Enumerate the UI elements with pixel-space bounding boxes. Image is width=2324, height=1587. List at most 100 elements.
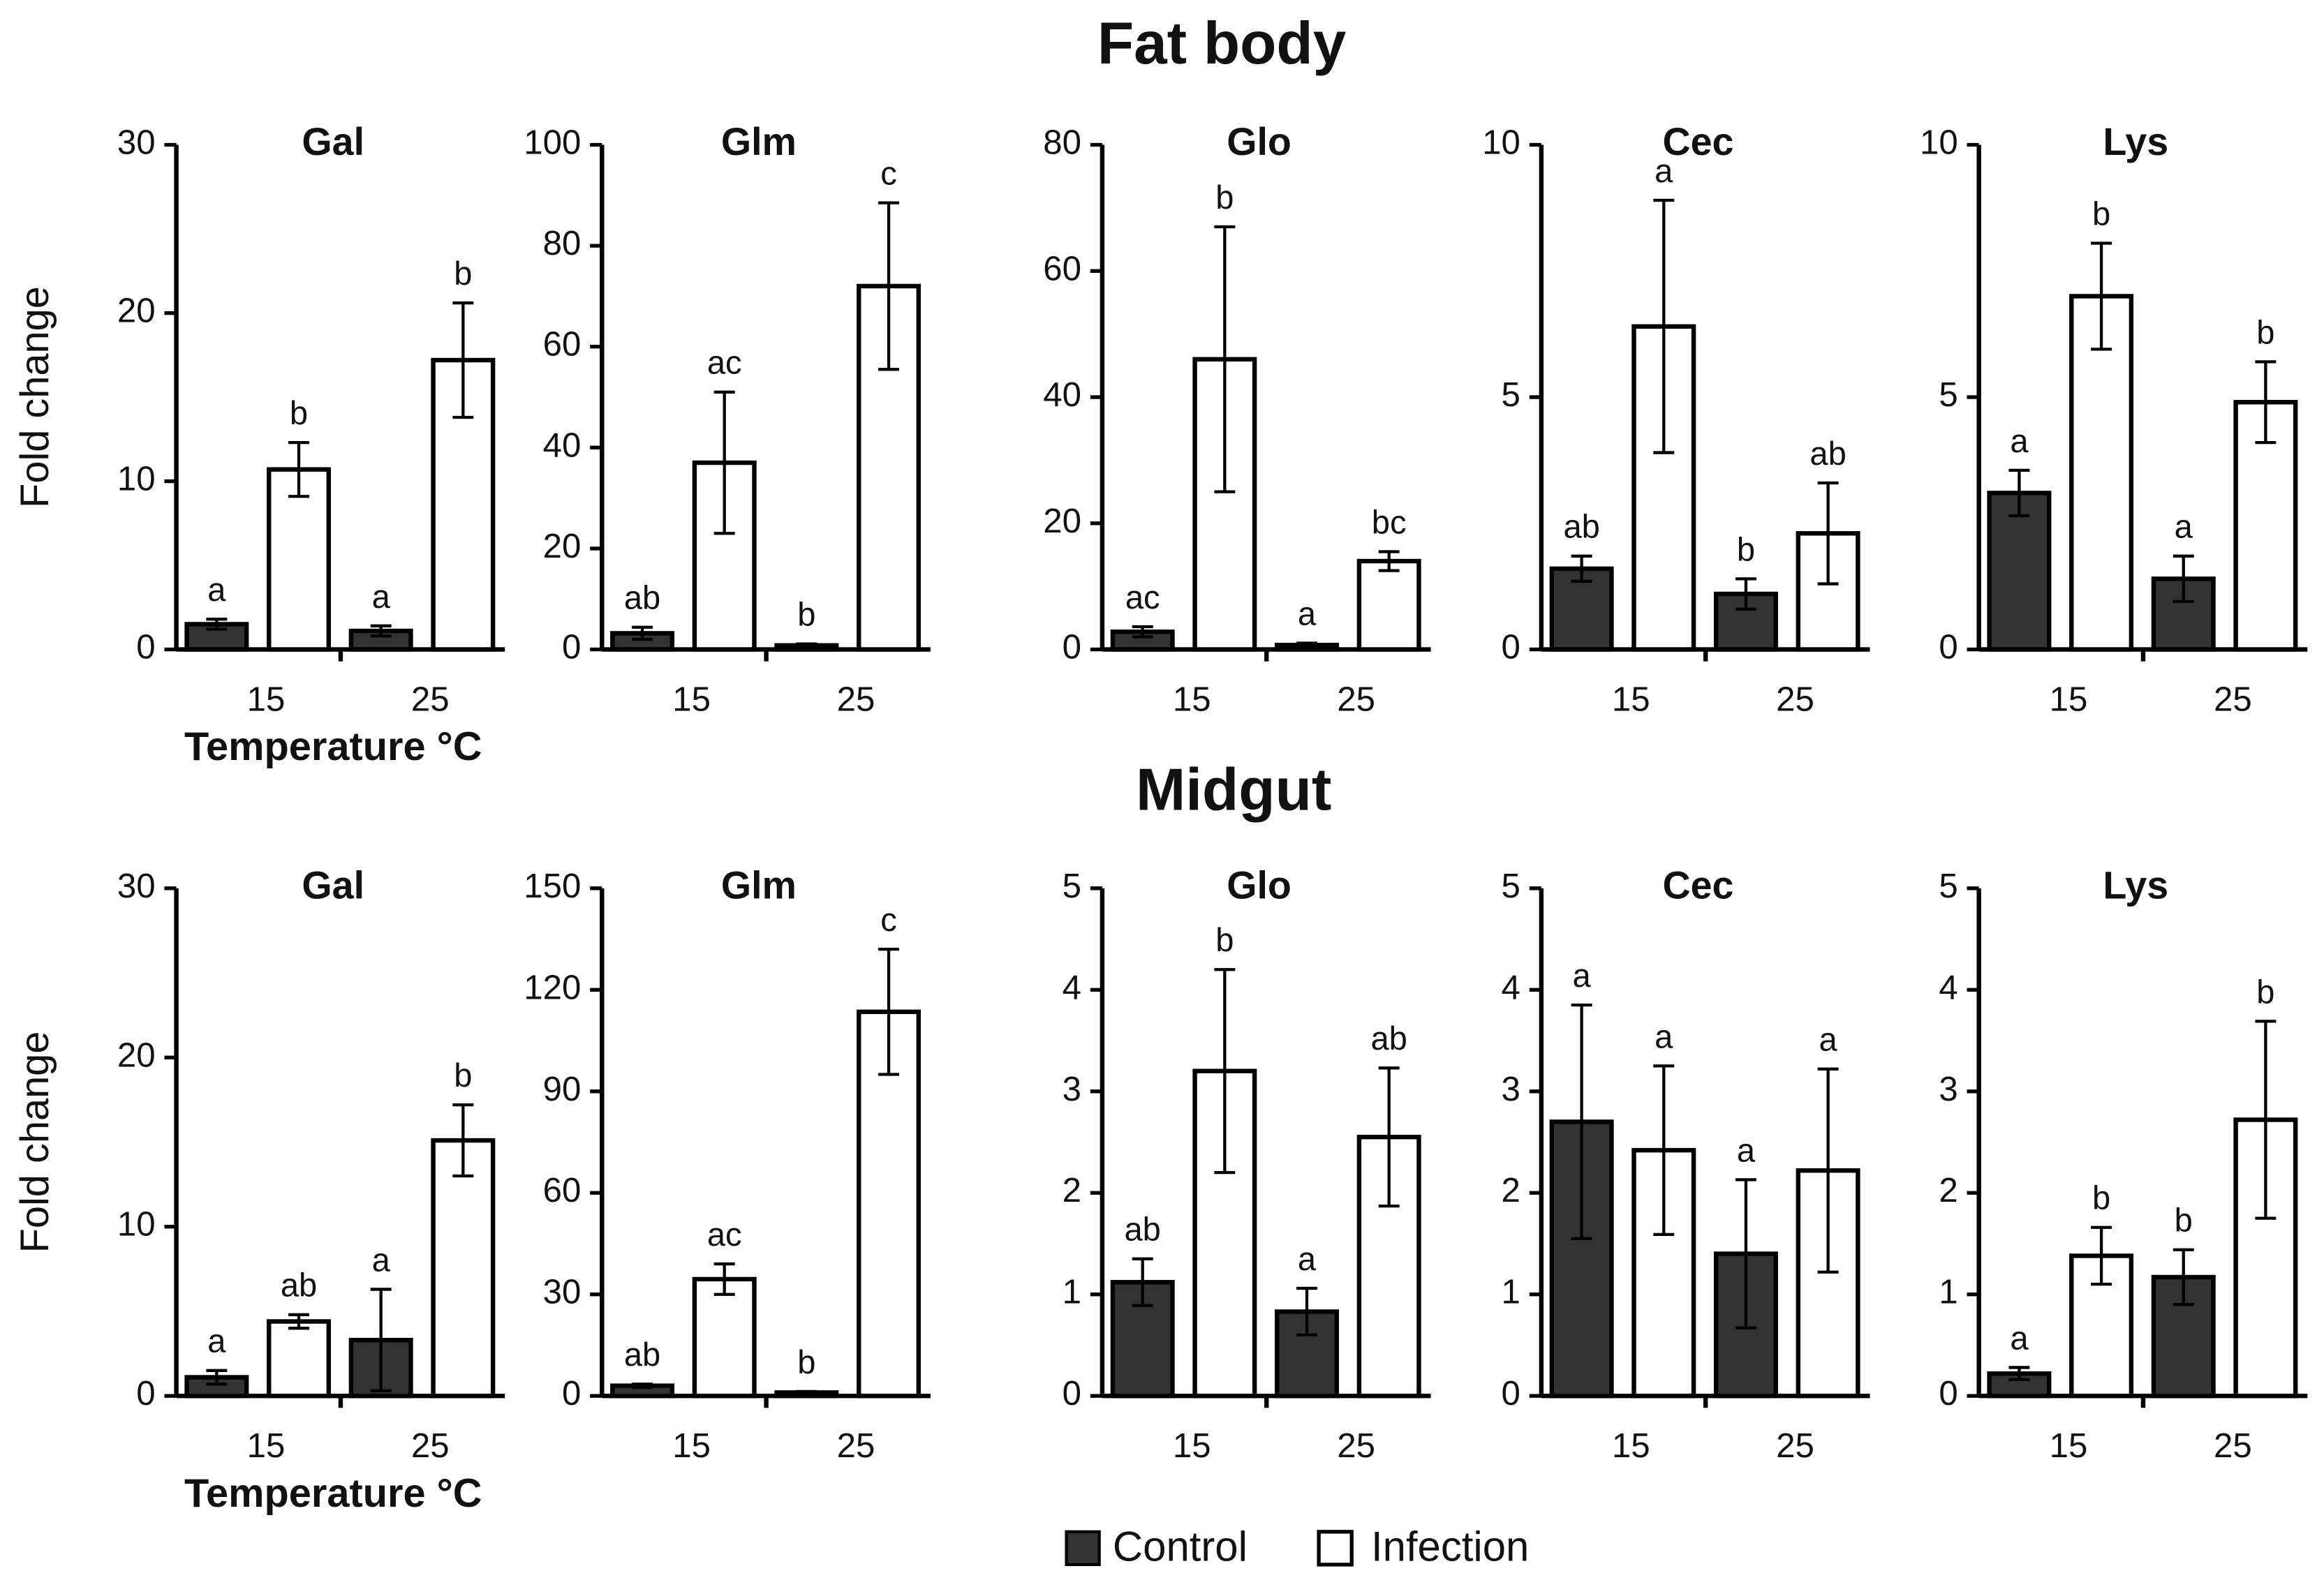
significance-letter: b (2092, 1179, 2110, 1216)
x-tick-label: 15 (247, 680, 286, 718)
significance-letter: ac (1125, 579, 1160, 616)
significance-letter: ab (1370, 1020, 1407, 1057)
error-bar (288, 1313, 310, 1330)
error-bar (1132, 1257, 1153, 1307)
error-bar (1296, 641, 1317, 649)
y-tick-label: 0 (1939, 628, 1957, 666)
significance-letter: a (2010, 422, 2029, 459)
error-bar (1653, 1064, 1675, 1237)
legend-swatch (1317, 1530, 1354, 1567)
panel-title: Cec (1662, 864, 1733, 907)
y-tick-label: 1 (1063, 1273, 1081, 1311)
y-tick-label: 3 (1063, 1070, 1081, 1108)
y-tick-label: 10 (117, 1205, 156, 1244)
significance-letter: a (2010, 1319, 2029, 1356)
significance-letter: ab (1563, 508, 1599, 545)
error-bar (632, 1383, 653, 1389)
y-tick-label: 120 (524, 968, 581, 1006)
y-tick-label: 30 (117, 867, 156, 905)
x-tick-label: 15 (1612, 1426, 1650, 1465)
panel-title: Cec (1662, 120, 1733, 163)
significance-letter: b (797, 596, 815, 633)
y-tick-label: 40 (543, 426, 582, 464)
x-tick-label: 25 (1776, 680, 1814, 718)
error-bar (452, 1103, 474, 1178)
error-bar (1214, 968, 1236, 1175)
error-bar (878, 947, 899, 1076)
panel-title: Glm (721, 120, 797, 163)
panel-title: Glo (1227, 120, 1291, 163)
bar (267, 1319, 332, 1399)
y-tick-label: 20 (543, 527, 582, 565)
x-tick-label: 15 (1173, 1426, 1211, 1465)
y-tick-label: 5 (1502, 375, 1520, 414)
y-tick-label: 30 (543, 1273, 582, 1311)
significance-letter: c (880, 901, 897, 938)
y-tick-label: 5 (1063, 867, 1081, 905)
x-tick-label: 15 (672, 680, 711, 718)
error-bar (2255, 360, 2277, 445)
y-tick-label: 2 (1063, 1171, 1081, 1209)
significance-letter: bc (1372, 503, 1407, 540)
panel-title: Glo (1227, 864, 1291, 907)
x-tick-label: 25 (411, 680, 450, 718)
x-tick-label: 15 (1173, 680, 1211, 718)
y-tick-label: 0 (1939, 1374, 1957, 1413)
error-bar (878, 201, 899, 371)
y-tick-label: 3 (1502, 1070, 1520, 1108)
error-bar (1132, 625, 1153, 639)
significance-letter: ab (1125, 1211, 1161, 1248)
x-tick-label: 25 (2214, 680, 2252, 718)
legend-label: Control (1113, 1523, 1248, 1570)
significance-letter: ab (624, 579, 660, 616)
y-tick-label: 30 (117, 124, 156, 162)
legend-label: Infection (1371, 1523, 1529, 1570)
error-bar (206, 618, 228, 631)
y-tick-label: 150 (524, 867, 581, 905)
error-bar (713, 390, 735, 535)
error-bar (1571, 1003, 1592, 1240)
y-tick-label: 90 (543, 1070, 582, 1108)
y-tick-label: 0 (136, 628, 155, 666)
significance-letter: b (2175, 1202, 2193, 1239)
error-bar (206, 1369, 228, 1386)
y-tick-label: 60 (543, 1171, 582, 1209)
significance-letter: b (454, 1057, 472, 1094)
error-bar (1378, 550, 1400, 572)
x-tick-label: 25 (411, 1426, 450, 1465)
bar (2069, 294, 2134, 652)
significance-letter: a (207, 571, 226, 608)
y-tick-label: 4 (1939, 968, 1957, 1006)
significance-letter: ab (281, 1267, 317, 1304)
error-bar (2008, 1366, 2030, 1382)
x-tick-label: 25 (1776, 1426, 1814, 1465)
y-axis-label: Fold change (13, 286, 57, 508)
significance-letter: b (454, 255, 472, 292)
y-tick-label: 100 (524, 124, 581, 162)
x-tick-label: 25 (1337, 1426, 1375, 1465)
y-tick-label: 4 (1063, 968, 1081, 1006)
section-title: Midgut (1136, 757, 1331, 824)
error-bar (1571, 554, 1592, 583)
significance-letter: b (2256, 313, 2274, 350)
x-tick-label: 15 (2050, 1426, 2088, 1465)
significance-letter: b (1215, 921, 1234, 958)
y-tick-label: 0 (1502, 1374, 1520, 1413)
significance-letter: a (1298, 595, 1317, 632)
panel-title: Glm (721, 864, 797, 907)
significance-letter: a (1655, 1018, 1673, 1055)
panel-title: Gal (302, 864, 364, 907)
y-tick-label: 3 (1939, 1070, 1957, 1108)
error-bar (2173, 554, 2194, 604)
y-tick-label: 80 (543, 224, 582, 262)
significance-letter: ac (707, 344, 742, 381)
y-tick-label: 2 (1502, 1171, 1520, 1209)
panel-title: Gal (302, 120, 364, 163)
significance-letter: b (797, 1343, 815, 1380)
y-tick-label: 10 (117, 460, 156, 498)
significance-letter: b (2092, 195, 2110, 232)
significance-letter: a (1737, 1131, 1756, 1168)
error-bar (1735, 577, 1756, 611)
error-bar (1817, 481, 1839, 586)
error-bar (2091, 241, 2112, 351)
